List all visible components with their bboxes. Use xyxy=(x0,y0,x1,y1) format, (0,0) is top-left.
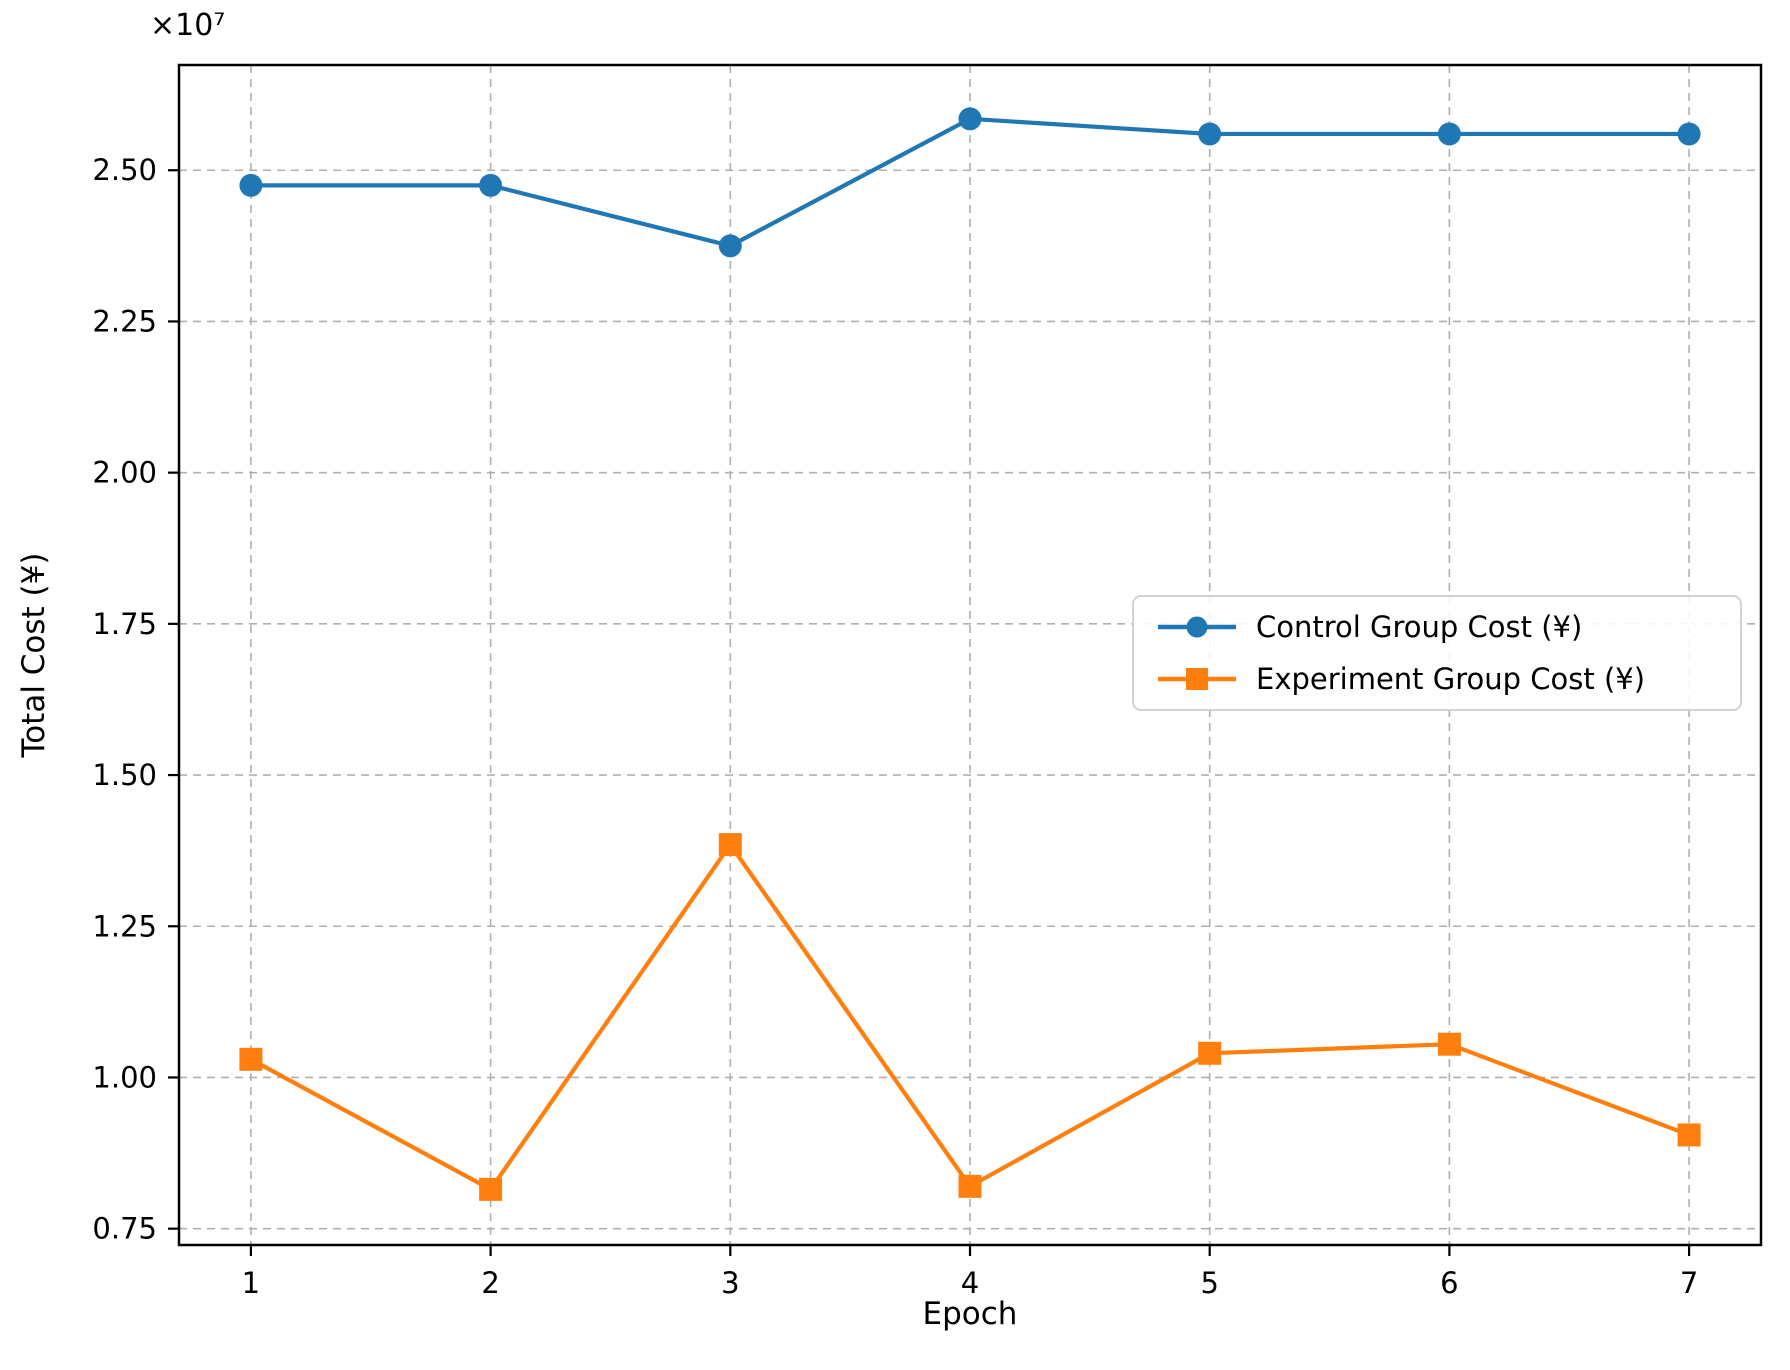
data-point-circle xyxy=(239,173,263,197)
data-point-circle xyxy=(479,173,503,197)
legend-swatch-line-circle-icon xyxy=(1158,616,1236,638)
data-point-square xyxy=(1677,1123,1701,1147)
x-tick-label: 6 xyxy=(1440,1266,1458,1300)
legend-swatch-line-square-icon xyxy=(1158,668,1236,690)
data-point-square xyxy=(1437,1032,1461,1056)
y-tick-label: 0.75 xyxy=(92,1212,157,1246)
data-point-circle xyxy=(958,107,982,131)
x-tick-label: 5 xyxy=(1200,1266,1218,1300)
x-tick-label: 1 xyxy=(242,1266,260,1300)
y-tick-label: 1.00 xyxy=(92,1060,157,1094)
data-point-circle xyxy=(1437,122,1461,146)
y-axis-offset-text: ×10⁷ xyxy=(150,8,226,43)
legend-label-experiment: Experiment Group Cost (¥) xyxy=(1256,662,1646,696)
data-point-square xyxy=(239,1047,263,1071)
x-tick-label: 3 xyxy=(721,1266,739,1300)
data-point-square xyxy=(958,1174,982,1198)
y-tick-label: 2.50 xyxy=(92,153,157,187)
data-point-circle xyxy=(1198,122,1222,146)
data-point-circle xyxy=(1677,122,1701,146)
legend-item-control: Control Group Cost (¥) xyxy=(1156,603,1740,651)
data-point-square xyxy=(479,1177,503,1201)
data-point-circle xyxy=(718,234,742,258)
x-tick-label: 4 xyxy=(961,1266,979,1300)
y-tick-label: 2.25 xyxy=(92,304,157,338)
legend: Control Group Cost (¥) Experiment Group … xyxy=(1132,595,1742,711)
x-tick-label: 2 xyxy=(481,1266,499,1300)
data-point-square xyxy=(1198,1041,1222,1065)
x-tick-label: 7 xyxy=(1680,1266,1698,1300)
y-tick-label: 1.25 xyxy=(92,909,157,943)
y-axis-label: Total Cost (¥) xyxy=(16,552,52,758)
y-tick-label: 2.00 xyxy=(92,456,157,490)
legend-label-control: Control Group Cost (¥) xyxy=(1256,610,1583,644)
y-tick-label: 1.50 xyxy=(92,758,157,792)
y-tick-label: 1.75 xyxy=(92,607,157,641)
x-axis-label: Epoch xyxy=(922,1296,1018,1332)
data-point-square xyxy=(718,833,742,857)
legend-item-experiment: Experiment Group Cost (¥) xyxy=(1156,655,1740,703)
